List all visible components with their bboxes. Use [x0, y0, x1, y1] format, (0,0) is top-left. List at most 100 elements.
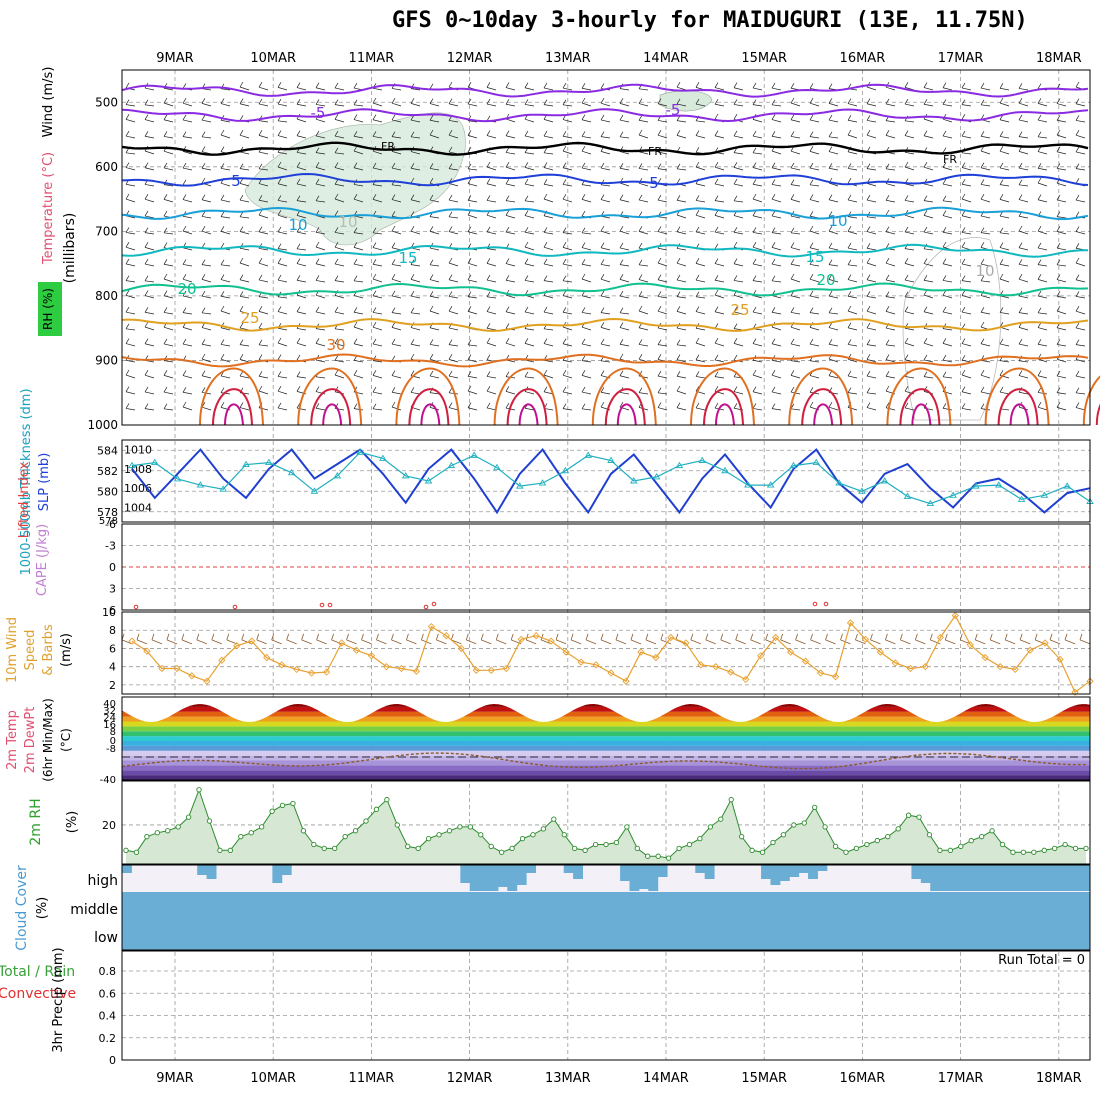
wind-barb: [296, 178, 307, 187]
wind-barb: [391, 338, 402, 347]
isotherm-label: 10: [828, 212, 847, 230]
wind-barb: [676, 402, 687, 411]
wind-barb: [410, 259, 421, 267]
wind-barb: [486, 98, 497, 107]
wind-barb: [125, 338, 136, 347]
wind-barb: [353, 275, 364, 283]
wind-barb: [638, 226, 649, 235]
wind-barb: [999, 259, 1010, 267]
wind-ylabel-4: (m/s): [59, 633, 74, 667]
wind-barb: [562, 99, 573, 107]
temp-color-band: [122, 755, 1090, 761]
wind-barb: [923, 82, 934, 91]
wind-barb: [980, 131, 991, 139]
li-tick-label: 3: [109, 583, 116, 596]
wind-barb: [980, 82, 991, 91]
wind-barb: [353, 194, 364, 203]
surface-wind-barb: [391, 633, 402, 645]
thickness-marker: [698, 456, 707, 463]
rh-marker: [467, 824, 473, 830]
cloud-high-bar: [695, 865, 706, 873]
isotherm-line: [121, 172, 1089, 187]
wind-barb: [486, 337, 497, 347]
wind-barb: [543, 386, 554, 395]
wind-barb: [144, 370, 155, 379]
cloud-high-bar: [460, 865, 471, 883]
wind-barb: [543, 130, 554, 139]
rh-marker: [582, 847, 588, 853]
top-date-label: 14MAR: [643, 51, 689, 66]
wind-barb: [296, 99, 307, 107]
wind-barb: [1056, 259, 1067, 267]
wind-barb: [923, 210, 934, 219]
wind-barb: [391, 131, 402, 139]
li-marker: [319, 602, 325, 608]
wind-barb: [1018, 225, 1029, 235]
surface-wind-barb: [525, 633, 537, 645]
wind-barb: [353, 131, 364, 139]
rh-marker: [269, 808, 275, 814]
wind-barb: [600, 162, 611, 171]
wind-barb: [923, 162, 934, 171]
wind-barb: [885, 371, 896, 379]
surface-wind-barb: [944, 633, 956, 645]
wind-barb: [353, 258, 364, 267]
thickness-marker: [607, 456, 615, 463]
wind-tick-label: 4: [109, 661, 116, 674]
wind-speed-marker: [562, 648, 570, 656]
wind-barb: [638, 274, 649, 283]
wind-speed-marker: [921, 663, 929, 671]
wind-barb: [372, 131, 383, 139]
thickness-marker: [675, 461, 684, 469]
wind-barb: [486, 323, 497, 331]
wind-barb: [1037, 131, 1048, 139]
rh-marker: [613, 839, 620, 846]
wind-barb: [657, 274, 668, 283]
wind-speed-marker: [307, 669, 316, 677]
isotherm-bubble-30: [493, 367, 559, 426]
wind-barb: [581, 403, 592, 411]
wind-barb: [638, 163, 649, 171]
wind-barb: [847, 194, 858, 203]
surface-wind-barb: [1079, 633, 1091, 645]
wind-barb: [429, 354, 440, 363]
surface-wind-barb: [406, 633, 417, 645]
wind-barb: [695, 161, 706, 171]
cloud-high-bar: [479, 865, 490, 891]
rh-marker: [885, 834, 891, 840]
surface-wind-barb: [450, 633, 462, 645]
wind-barb: [296, 243, 307, 251]
wind-barb: [619, 307, 630, 315]
wind-barb: [866, 130, 877, 139]
wind-barb: [391, 387, 402, 395]
thickness-marker: [356, 448, 364, 455]
wind-barb: [486, 386, 497, 395]
wind-barb: [581, 242, 592, 251]
rh-marker: [592, 841, 599, 848]
surface-wind-barb: [301, 633, 312, 645]
wind-speed-marker: [1041, 639, 1049, 647]
top-date-label: 17MAR: [938, 51, 984, 66]
cloud-high-bar: [620, 865, 630, 881]
surface-wind-barb: [181, 633, 193, 645]
wind-barb: [429, 291, 440, 299]
wind-barb: [581, 83, 592, 91]
wind-barb: [866, 194, 877, 203]
thickness-marker: [949, 491, 957, 498]
wind-barb: [410, 98, 421, 107]
wind-barb: [391, 290, 402, 299]
thickness-marker: [721, 466, 729, 474]
wind-barb: [942, 258, 953, 267]
isotherm-label: FR: [943, 153, 957, 166]
surface-wind-barb: [376, 633, 387, 645]
thickness-marker: [835, 479, 843, 486]
wind-barb: [467, 195, 478, 203]
rh-marker: [697, 835, 703, 842]
wind-barb: [258, 130, 269, 139]
wind-barb: [429, 194, 440, 203]
wind-barb: [524, 99, 535, 107]
wind-barb: [201, 98, 212, 107]
wind-barb: [904, 258, 915, 267]
isotherm-label: 10: [975, 262, 994, 280]
